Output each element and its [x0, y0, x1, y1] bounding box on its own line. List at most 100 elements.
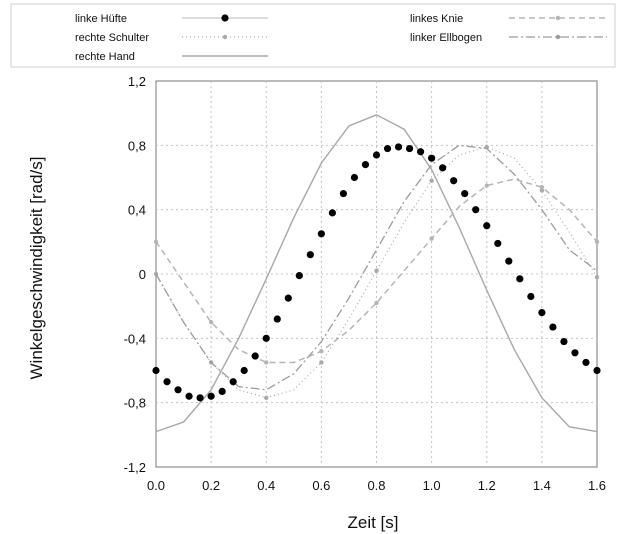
- data-point: [571, 349, 579, 357]
- legend-label: linkes Knie: [410, 13, 463, 25]
- y-tick-label: -1,2: [124, 460, 146, 475]
- legend-label: rechte Schulter: [75, 32, 149, 44]
- data-point: [539, 188, 545, 193]
- y-tick-label: 0,4: [128, 203, 146, 218]
- data-point: [527, 292, 535, 301]
- data-point: [374, 300, 379, 306]
- data-point: [594, 275, 600, 280]
- data-point: [152, 366, 160, 375]
- legend-box: [10, 3, 616, 68]
- data-point: [264, 360, 269, 365]
- x-tick-label: 0.4: [257, 478, 275, 493]
- legend-item: rechte Schulter: [75, 32, 268, 44]
- data-point: [262, 334, 270, 342]
- data-point: [240, 366, 248, 375]
- x-tick-label: 1.6: [588, 478, 606, 493]
- data-point: [174, 386, 182, 394]
- legend-item: rechte Hand: [75, 51, 268, 63]
- data-point: [163, 378, 171, 386]
- y-tick-label: -0,4: [124, 331, 146, 346]
- data-point: [153, 239, 159, 245]
- legend: linke Hüfte rechte Schulter rechte Hand lin…: [10, 3, 616, 68]
- series-layer: [152, 114, 601, 433]
- y-tick-label: 0,8: [128, 138, 146, 153]
- data-point: [539, 184, 545, 190]
- data-point: [394, 143, 403, 151]
- x-tick-label: 1.0: [423, 478, 441, 493]
- legend-marker: [555, 15, 561, 21]
- data-point: [405, 144, 414, 153]
- data-point: [328, 209, 336, 217]
- data-point: [461, 189, 469, 198]
- data-point: [594, 239, 600, 245]
- data-point: [417, 148, 425, 156]
- data-point: [483, 222, 491, 230]
- series-4: [155, 144, 598, 391]
- data-point: [196, 394, 204, 402]
- data-point: [350, 173, 359, 182]
- data-point: [229, 378, 237, 386]
- data-point: [317, 230, 325, 238]
- data-point: [295, 272, 303, 280]
- data-point: [319, 349, 324, 354]
- series-2: [155, 114, 598, 433]
- data-point: [450, 177, 458, 185]
- data-point: [560, 337, 568, 346]
- data-point: [484, 183, 489, 188]
- series-line: [155, 144, 598, 391]
- series-0: [152, 143, 601, 402]
- legend-item: linker Ellbogen: [410, 32, 607, 44]
- x-tick-label: 0.2: [202, 478, 220, 493]
- data-point: [273, 315, 281, 323]
- x-tick-label: 0.8: [367, 478, 385, 493]
- grid: [156, 81, 597, 467]
- axis-ticks: 0.0 0.2 0.4 0.6 0.8 1.0 1.2 1.4 1.6 1,2 0,8 0,4 0 -0,…: [124, 74, 606, 493]
- data-point: [251, 352, 259, 360]
- legend-marker: [221, 14, 229, 22]
- x-axis-title: Zeit [s]: [347, 513, 398, 532]
- data-point: [429, 178, 434, 183]
- x-tick-label: 1.4: [533, 478, 551, 493]
- data-point: [361, 161, 370, 169]
- y-tick-label: 1,2: [128, 74, 146, 89]
- series-line: [155, 178, 598, 364]
- legend-marker: [555, 34, 561, 40]
- data-point: [472, 206, 480, 214]
- data-point: [538, 309, 546, 317]
- data-point: [374, 268, 379, 273]
- data-point: [319, 360, 324, 365]
- series-3: [153, 178, 600, 365]
- data-point: [428, 154, 436, 162]
- legend-label: rechte Hand: [75, 51, 135, 63]
- data-point: [549, 323, 557, 331]
- data-point: [582, 358, 590, 367]
- y-axis-title: Winkelgeschwindigkeit [rad/s]: [27, 157, 46, 380]
- data-point: [264, 395, 269, 401]
- data-point: [593, 366, 601, 375]
- data-point: [339, 189, 348, 198]
- data-point: [208, 320, 214, 325]
- data-point: [505, 257, 513, 265]
- data-point: [218, 387, 226, 396]
- data-point: [439, 164, 447, 172]
- legend-item: linkes Knie: [410, 13, 607, 25]
- data-point: [516, 275, 524, 283]
- legend-marker: [222, 34, 228, 40]
- series-line: [155, 114, 598, 433]
- legend-label: linke Hüfte: [75, 13, 127, 25]
- data-point: [185, 392, 193, 400]
- x-tick-label: 1.2: [478, 478, 496, 493]
- legend-label: linker Ellbogen: [410, 32, 482, 44]
- data-point: [494, 239, 502, 248]
- y-tick-label: 0: [139, 267, 146, 282]
- data-point: [207, 392, 215, 400]
- data-point: [372, 151, 381, 159]
- x-tick-label: 0.0: [147, 478, 165, 493]
- y-tick-label: -0,8: [124, 396, 146, 411]
- legend-item: linke Hüfte: [75, 13, 268, 25]
- data-point: [429, 236, 434, 241]
- data-point: [383, 144, 392, 153]
- data-point: [306, 251, 314, 259]
- x-tick-label: 0.6: [312, 478, 330, 493]
